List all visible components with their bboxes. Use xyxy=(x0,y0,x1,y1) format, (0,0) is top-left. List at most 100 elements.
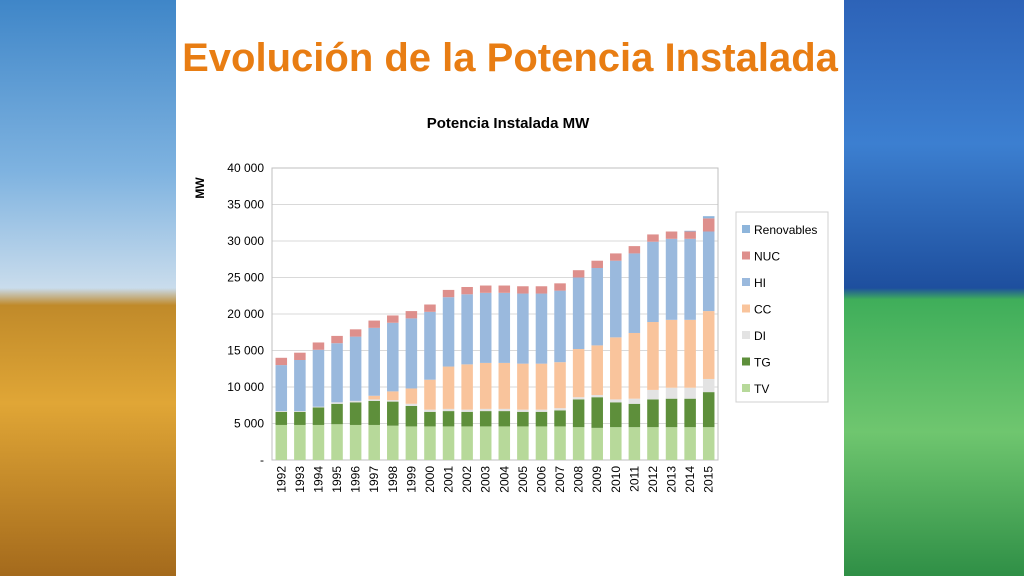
bar-segment-cc-2000 xyxy=(424,379,436,410)
y-tick-label: 35 000 xyxy=(227,198,264,212)
bar-segment-nuc-2005 xyxy=(517,286,529,294)
stacked-bar-chart: Potencia Instalada MW MW - 5 000 10 000 15 … xyxy=(193,115,829,493)
bar-segment-tv-1992 xyxy=(275,424,288,460)
x-tick-label: 2009 xyxy=(590,466,604,493)
bar-segment-cc-2008 xyxy=(572,349,585,398)
legend-swatch-cc xyxy=(742,304,750,313)
bar-segment-hi-1995 xyxy=(331,343,343,403)
x-tick-label: 2006 xyxy=(534,466,548,493)
bar-segment-nuc-2004 xyxy=(498,285,511,293)
bar-segment-tg-2002 xyxy=(461,411,473,427)
plot-area-border xyxy=(271,167,719,461)
bar-segment-nuc-2003 xyxy=(479,285,492,293)
bar-segment-tv-2011 xyxy=(628,427,641,460)
bar-segment-hi-2011 xyxy=(628,253,641,333)
chart-title: Potencia Instalada MW xyxy=(427,115,590,132)
bar-segment-di-2005 xyxy=(517,409,529,412)
y-tick-label: 25 000 xyxy=(227,271,264,285)
y-tick-label: 40 000 xyxy=(227,161,264,175)
bar-segment-tg-1998 xyxy=(387,401,399,426)
bar-segment-tv-2010 xyxy=(610,427,622,460)
legend-label-renovables: Renovables xyxy=(754,223,817,237)
x-tick-label: 1995 xyxy=(330,466,344,493)
legend-swatch-tv xyxy=(742,384,750,392)
bar-segment-di-1992 xyxy=(275,411,288,412)
bar-segment-tg-2006 xyxy=(535,411,548,427)
plot-frame xyxy=(271,167,719,461)
bar-segment-cc-2001 xyxy=(442,366,455,409)
y-tick-label: 20 000 xyxy=(227,307,264,321)
bar-segment-tg-2008 xyxy=(572,399,585,428)
bar-segment-tg-2010 xyxy=(610,402,622,428)
bar-segment-nuc-2010 xyxy=(610,253,622,261)
legend-swatch-di xyxy=(742,331,750,339)
bar-segment-hi-2012 xyxy=(647,241,659,323)
bar-segment-hi-1992 xyxy=(275,365,288,412)
bars xyxy=(275,216,715,460)
bar-segment-nuc-1999 xyxy=(405,311,418,319)
bar-segment-tg-1994 xyxy=(312,407,325,425)
bar-segment-di-2010 xyxy=(610,399,622,403)
bar-segment-hi-2000 xyxy=(424,311,436,380)
bar-segment-nuc-2009 xyxy=(591,260,603,269)
y-tick-label: - xyxy=(260,453,264,467)
bar-segment-nuc-2000 xyxy=(424,304,436,312)
bar-segment-tg-2000 xyxy=(424,411,436,427)
x-tick-label: 1998 xyxy=(386,466,400,493)
bar-segment-nuc-2007 xyxy=(554,283,566,291)
bar-segment-tv-2002 xyxy=(461,426,473,460)
bar-segment-nuc-1993 xyxy=(294,352,306,360)
legend-swatch-renovables xyxy=(742,225,750,233)
bar-segment-di-1993 xyxy=(294,411,306,412)
bar-segment-tv-2003 xyxy=(479,426,492,460)
bar-segment-di-1994 xyxy=(312,406,325,408)
bar-segment-cc-2014 xyxy=(684,319,696,388)
bar-segment-nuc-2002 xyxy=(461,286,473,295)
bar-segment-tg-2003 xyxy=(479,411,492,427)
bar-segment-di-2013 xyxy=(665,387,678,399)
x-tick-label: 2003 xyxy=(479,466,493,493)
bar-segment-nuc-2012 xyxy=(647,234,659,242)
x-tick-label: 1996 xyxy=(349,466,363,493)
bar-segment-di-1995 xyxy=(331,402,343,404)
bar-segment-tv-1999 xyxy=(405,426,418,460)
bar-segment-tg-2005 xyxy=(517,411,529,427)
bar-segment-tv-1998 xyxy=(387,425,399,460)
bar-segment-hi-2013 xyxy=(665,238,678,320)
bar-segment-di-2007 xyxy=(554,408,566,411)
bar-segment-hi-2009 xyxy=(591,268,603,346)
bar-segment-tv-2006 xyxy=(535,426,548,460)
bar-segment-cc-2009 xyxy=(591,345,603,396)
x-tick-label: 1999 xyxy=(404,466,418,493)
bar-segment-cc-2011 xyxy=(628,332,641,399)
x-tick-labels: 1992 1993 1994 1995 1996 1997 1998 1999 2000 2001… xyxy=(274,466,715,493)
bar-segment-nuc-2015 xyxy=(702,218,715,232)
bar-segment-tg-2001 xyxy=(442,411,455,427)
bar-segment-hi-1993 xyxy=(294,359,306,412)
bar-segment-hi-1998 xyxy=(387,322,399,392)
bar-segment-cc-2005 xyxy=(517,363,529,410)
y-tick-label: 30 000 xyxy=(227,234,264,248)
bar-segment-hi-2002 xyxy=(461,294,473,365)
bar-segment-nuc-1996 xyxy=(349,329,362,337)
bar-segment-nuc-1998 xyxy=(387,315,399,323)
bar-segment-tv-2013 xyxy=(665,427,678,460)
legend-box xyxy=(735,211,829,403)
x-tick-label: 2002 xyxy=(460,466,474,493)
bar-segment-di-2012 xyxy=(647,389,659,400)
bar-segment-hi-2005 xyxy=(517,293,529,364)
x-tick-label: 1993 xyxy=(293,466,307,493)
bar-segment-tg-1996 xyxy=(349,402,362,425)
bar-segment-tg-2014 xyxy=(684,398,696,428)
x-tick-label: 2010 xyxy=(609,466,623,493)
bar-segment-tv-2014 xyxy=(684,427,696,460)
bar-segment-renovables-2014 xyxy=(684,230,696,232)
bar-segment-nuc-2011 xyxy=(628,246,641,254)
x-tick-label: 2014 xyxy=(683,466,697,493)
legend-label-hi: HI xyxy=(754,276,766,290)
bar-segment-tg-2009 xyxy=(591,397,603,428)
legend: Renovables NUC HI CC DI TG TV xyxy=(735,211,829,403)
bar-segment-hi-2015 xyxy=(702,231,715,312)
bar-segment-hi-2003 xyxy=(479,292,492,363)
bar-segment-renovables-2015 xyxy=(702,216,715,219)
